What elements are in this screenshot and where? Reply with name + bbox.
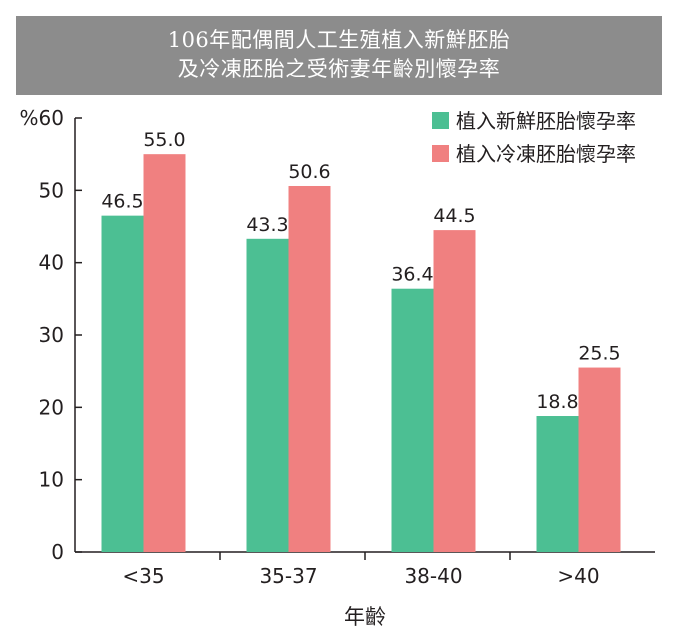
chart-title-line-2: 及冷凍胚胎之受術妻年齡別懷孕率 (177, 57, 501, 81)
y-tick-label: %60 (20, 106, 64, 130)
legend-swatch (432, 112, 449, 129)
bar-frozen (143, 154, 186, 552)
x-tick-label: >40 (557, 564, 599, 588)
bar-fresh (246, 238, 289, 552)
legend-label: 植入冷凍胚胎懷孕率 (456, 142, 636, 166)
data-label: 55.0 (143, 129, 185, 151)
bars-layer (101, 154, 621, 552)
y-tick-label: 20 (39, 395, 64, 419)
y-tick-label: 30 (39, 323, 64, 347)
y-tick-label: 0 (51, 540, 64, 564)
x-tick-label: <35 (122, 564, 164, 588)
data-label: 43.3 (246, 214, 288, 236)
y-tick-label: 10 (39, 468, 64, 492)
legend-label: 植入新鮮胚胎懷孕率 (456, 109, 636, 133)
y-tick-label: 40 (39, 251, 64, 275)
chart-title-banner: 106年配偶間人工生殖植入新鮮胚胎 及冷凍胚胎之受術妻年齡別懷孕率 (16, 16, 662, 95)
data-label: 46.5 (101, 191, 143, 213)
chart-title-line-1: 106年配偶間人工生殖植入新鮮胚胎 (167, 28, 511, 52)
y-tick-label: 50 (39, 178, 64, 202)
data-label: 25.5 (578, 343, 620, 365)
x-tick-label: 38-40 (404, 564, 462, 588)
bar-frozen (433, 230, 476, 552)
data-label: 36.4 (391, 264, 433, 286)
x-tick-label: 35-37 (259, 564, 317, 588)
x-axis-title: 年齡 (344, 605, 386, 629)
data-label: 44.5 (433, 205, 475, 227)
legend-swatch (432, 145, 449, 162)
bar-fresh (391, 288, 434, 552)
data-label: 50.6 (288, 161, 330, 183)
bar-fresh (536, 416, 579, 552)
data-labels-layer: 46.5 55.0 43.3 50.6 36.4 44.5 18.8 25.5 (101, 129, 620, 413)
bar-frozen (578, 367, 621, 552)
data-label: 18.8 (536, 391, 578, 413)
bar-frozen (288, 185, 331, 552)
bar-fresh (101, 215, 144, 552)
